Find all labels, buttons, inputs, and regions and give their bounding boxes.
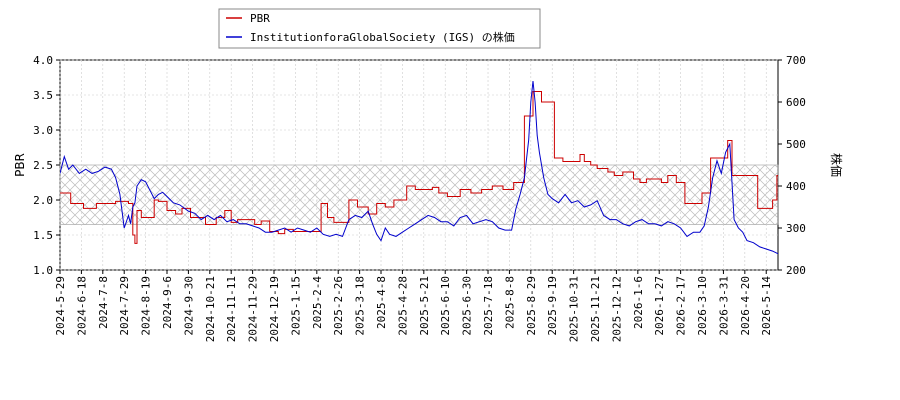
series-layer: [60, 80, 778, 255]
x-tick-label: 2026-1-27: [653, 276, 666, 336]
x-tick-label: 2024-11-11: [225, 276, 238, 342]
y-right-tick-label: 500: [786, 138, 806, 151]
x-axis: 2024-5-29 2024-6-18 2024-7-8 2024-7-29 2024-…: [54, 270, 773, 342]
x-tick-label: 2026-1-6: [632, 276, 645, 329]
x-tick-label: 2024-12-19: [268, 276, 281, 342]
x-tick-label: 2025-8-8: [503, 276, 516, 329]
y-left-tick-label: 3.5: [33, 89, 53, 102]
y-right-tick-label: 600: [786, 96, 806, 109]
x-tick-label: 2025-6-10: [439, 276, 452, 336]
x-tick-label: 2025-10-31: [568, 276, 581, 342]
x-tick-label: 2024-5-29: [54, 276, 67, 336]
legend-box: [218, 8, 541, 49]
x-tick-label: 2026-5-14: [760, 276, 773, 336]
x-tick-label: 2024-8-19: [140, 276, 153, 336]
y-left-tick-label: 4.0: [33, 54, 53, 67]
y-left-tick-label: 1.5: [33, 229, 53, 242]
y-left-tick-label: 3.0: [33, 124, 53, 137]
x-tick-label: 2025-4-8: [375, 276, 388, 329]
x-tick-label: 2025-11-21: [589, 276, 602, 342]
y-right-tick-label: 400: [786, 180, 806, 193]
series-line-stock-price: [60, 80, 778, 255]
x-tick-label: 2025-2-26: [332, 276, 345, 336]
x-tick-label: 2026-3-31: [717, 276, 730, 336]
y-left-axis-title: PBR: [13, 153, 27, 177]
legend-label-price: InstitutionforaGlobalSociety (IGS) の株価: [250, 30, 515, 44]
x-tick-label: 2026-3-10: [696, 276, 709, 336]
x-tick-label: 2024-7-8: [97, 276, 110, 329]
x-tick-label: 2024-11-29: [247, 276, 260, 342]
y-right-tick-label: 700: [786, 54, 806, 67]
x-tick-label: 2025-1-15: [289, 276, 302, 336]
x-tick-label: 2025-12-12: [610, 276, 623, 342]
x-tick-label: 2025-3-18: [354, 276, 367, 336]
x-tick-label: 2025-8-29: [525, 276, 538, 336]
series-line-pbr: [60, 91, 778, 244]
legend: PBR InstitutionforaGlobalSociety (IGS) の…: [218, 8, 541, 49]
x-tick-label: 2025-7-18: [482, 276, 495, 336]
pbr-range-band: [59, 164, 779, 225]
x-tick-label: 2026-4-20: [739, 276, 752, 336]
x-tick-label: 2025-4-28: [396, 276, 409, 336]
y-left-axis: 1.0 1.5 2.0 2.5 3.0 3.5 4.0: [33, 54, 60, 277]
x-tick-label: 2025-6-30: [461, 276, 474, 336]
y-right-axis-title: 株価: [829, 153, 844, 177]
x-tick-label: 2025-5-21: [418, 276, 431, 336]
y-left-tick-label: 1.0: [33, 264, 53, 277]
y-right-axis: 200 300 400 500 600 700: [778, 54, 806, 277]
x-tick-label: 2024-7-29: [118, 276, 131, 336]
x-tick-label: 2024-6-18: [75, 276, 88, 336]
legend-label-pbr: PBR: [250, 12, 270, 25]
y-right-tick-label: 200: [786, 264, 806, 277]
y-left-tick-label: 2.0: [33, 194, 53, 207]
x-tick-label: 2025-9-19: [546, 276, 559, 336]
y-right-tick-label: 300: [786, 222, 806, 235]
x-tick-label: 2026-2-17: [675, 276, 688, 336]
x-tick-label: 2024-9-6: [161, 276, 174, 329]
x-tick-label: 2024-9-30: [182, 276, 195, 336]
y-left-tick-label: 2.5: [33, 159, 53, 172]
x-tick-label: 2025-2-4: [311, 276, 324, 329]
x-tick-label: 2024-10-21: [204, 276, 217, 342]
